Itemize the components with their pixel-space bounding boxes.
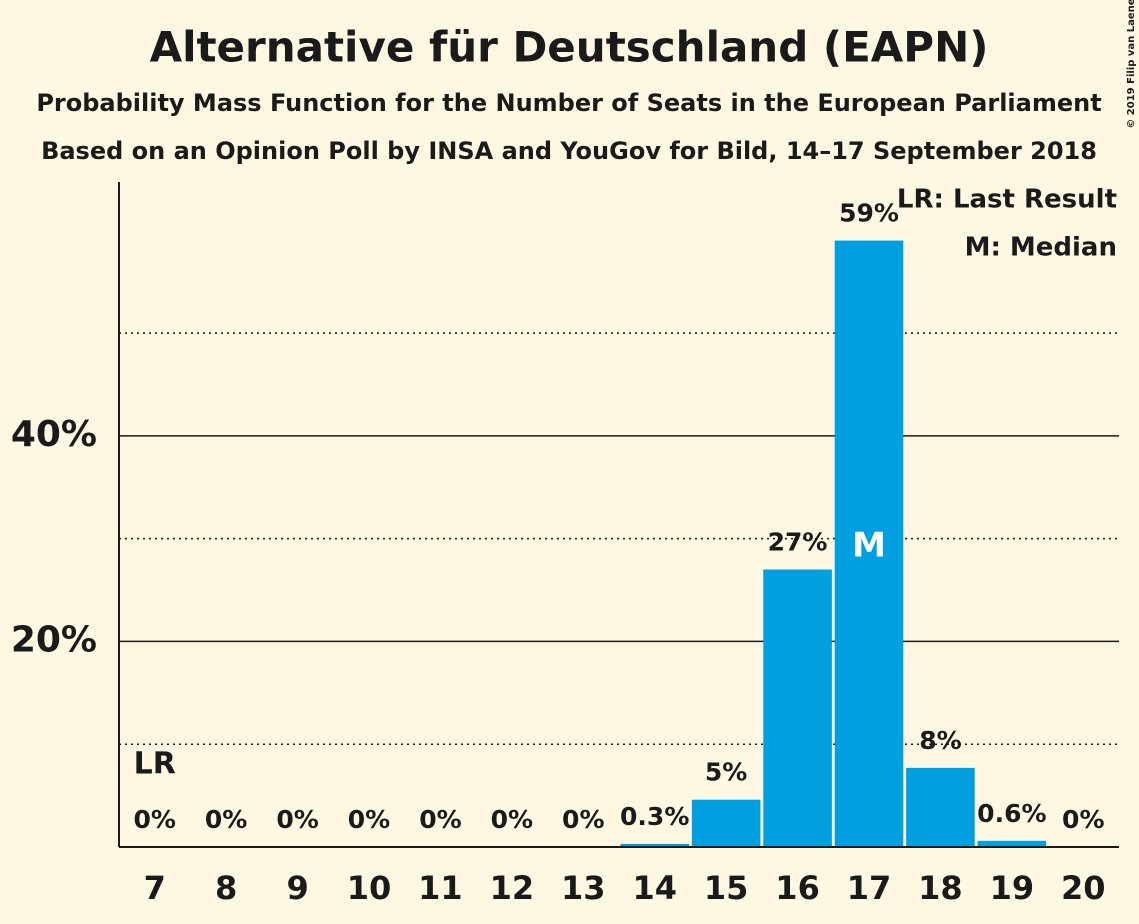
value-label: 8% xyxy=(919,726,961,755)
chart-subtitle: Based on an Opinion Poll by INSA and You… xyxy=(41,137,1097,165)
bar xyxy=(977,840,1047,847)
x-tick-label: 7 xyxy=(144,869,166,907)
legend-entry: M: Median xyxy=(965,233,1117,263)
value-label: 0.6% xyxy=(977,799,1046,828)
median-marker: M xyxy=(852,526,886,566)
x-tick-label: 12 xyxy=(490,869,535,907)
value-label: 5% xyxy=(705,758,747,787)
x-tick-label: 10 xyxy=(347,869,392,907)
value-label: 0% xyxy=(348,805,390,834)
legend-entry: LR: Last Result xyxy=(897,185,1117,215)
value-label: 0% xyxy=(1062,805,1104,834)
y-tick-label: 20% xyxy=(11,619,97,660)
x-tick-label: 18 xyxy=(918,869,963,907)
value-label: 0% xyxy=(205,805,247,834)
x-tick-label: 17 xyxy=(847,869,892,907)
x-tick-label: 15 xyxy=(704,869,749,907)
last-result-marker: LR xyxy=(134,747,176,782)
chart-title: Alternative für Deutschland (EAPN) xyxy=(150,23,989,72)
value-label: 0% xyxy=(276,805,318,834)
value-label: 0% xyxy=(491,805,533,834)
x-tick-label: 8 xyxy=(215,869,237,907)
bar xyxy=(763,569,832,847)
x-tick-label: 9 xyxy=(286,869,308,907)
x-tick-label: 13 xyxy=(561,869,606,907)
chart-subtitle: Probability Mass Function for the Number… xyxy=(36,89,1101,117)
x-tick-label: 11 xyxy=(418,869,463,907)
value-label: 59% xyxy=(839,199,899,228)
y-tick-label: 40% xyxy=(11,414,97,455)
x-tick-label: 14 xyxy=(632,869,677,907)
bar xyxy=(620,843,689,847)
value-label: 0% xyxy=(133,805,175,834)
value-label: 0% xyxy=(419,805,461,834)
value-label: 27% xyxy=(768,527,828,556)
x-tick-label: 16 xyxy=(775,869,820,907)
bar xyxy=(691,799,761,847)
bar xyxy=(834,240,904,847)
x-tick-label: 20 xyxy=(1061,869,1106,907)
copyright: © 2019 Filip van Laenen xyxy=(1126,0,1137,129)
value-label: 0.3% xyxy=(620,802,689,831)
value-label: 0% xyxy=(562,805,604,834)
bar xyxy=(906,767,975,847)
x-tick-label: 19 xyxy=(990,869,1035,907)
